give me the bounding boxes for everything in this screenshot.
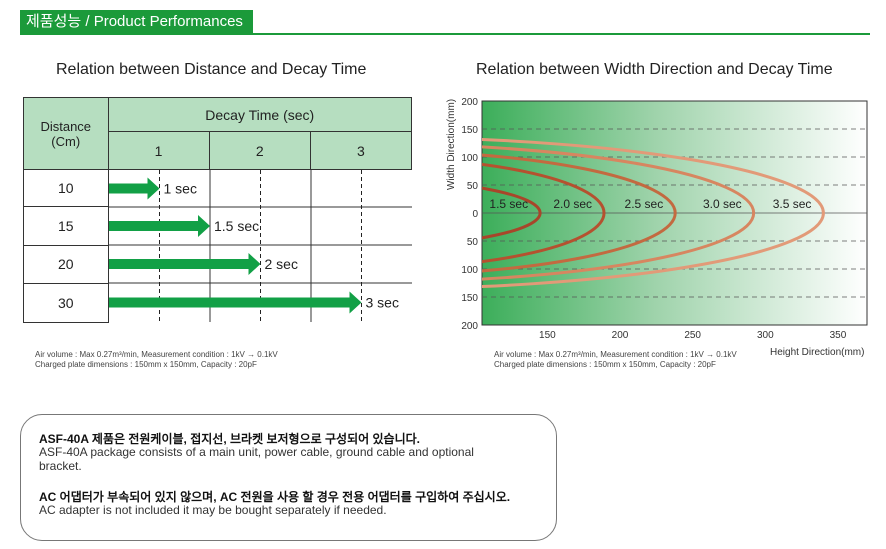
x-tick-label: 200 xyxy=(612,330,629,341)
col-header-2: 2 xyxy=(208,131,311,171)
y-axis-title: Width Direction(mm) xyxy=(446,98,457,190)
y-tick-label: 200 xyxy=(461,321,478,332)
decay-curve xyxy=(482,137,825,289)
decay-curve-label: 3.0 sec xyxy=(703,197,742,211)
row-distance-20: 20 xyxy=(23,244,109,284)
x-tick-label: 150 xyxy=(539,330,556,341)
info-line3-en: bracket. xyxy=(39,459,82,473)
decay-arrow xyxy=(108,215,210,238)
decay-curve-label: 2.5 sec xyxy=(625,197,664,211)
x-tick-label: 250 xyxy=(684,330,701,341)
decay-arrow xyxy=(108,291,361,314)
x-axis-title: Height Direction(mm) xyxy=(770,347,865,358)
decay-curve-label: 1.5 sec xyxy=(489,197,528,211)
right-note-line1: Air volume : Max 0.27m³/min, Measurement… xyxy=(494,350,737,359)
info-line5-en: AC adapter is not included it may be bou… xyxy=(39,503,387,517)
y-tick-label: 50 xyxy=(467,181,479,192)
decay-curve-label: 3.5 sec xyxy=(773,197,812,211)
decay-arrow-label: 1.5 sec xyxy=(214,218,259,234)
y-tick-label: 100 xyxy=(461,153,478,164)
info-line2-en: ASF-40A package consists of a main unit,… xyxy=(39,445,474,459)
decay-time-header: Decay Time (sec) xyxy=(107,96,412,133)
info-line4-ko: AC 어댑터가 부속되어 있지 않으며, AC 전원을 사용 할 경우 전용 어… xyxy=(39,490,511,504)
row-distance-10: 10 xyxy=(23,169,109,208)
y-tick-label: 50 xyxy=(467,237,479,248)
decay-arrow xyxy=(108,177,159,200)
left-note-line1: Air volume : Max 0.27m³/min, Measurement… xyxy=(35,350,278,359)
section-header-tab: 제품성능 / Product Performances xyxy=(20,10,253,34)
row-distance-15: 15 xyxy=(23,206,109,246)
right-chart-title: Relation between Width Direction and Dec… xyxy=(476,61,833,78)
decay-curve-label: 2.0 sec xyxy=(553,197,592,211)
row-distance-30: 30 xyxy=(23,282,109,324)
info-line1-ko: ASF-40A 제품은 전원케이블, 접지선, 브라켓 보저형으로 구성되어 있… xyxy=(39,432,420,446)
distance-header: Distance (Cm) xyxy=(23,96,109,171)
arrow-plot-area: 1 sec 1.5 sec 2 sec 3 sec xyxy=(108,170,412,323)
distance-header-line1: Distance xyxy=(40,118,92,134)
decay-arrow-label: 1 sec xyxy=(163,181,196,197)
decay-arrow-label: 3 sec xyxy=(365,295,398,311)
decay-curve xyxy=(482,145,756,281)
y-tick-label: 100 xyxy=(461,265,478,276)
decay-arrow xyxy=(108,253,260,276)
left-chart-title: Relation between Distance and Decay Time xyxy=(56,61,367,78)
col-header-1: 1 xyxy=(107,131,210,171)
decay-time-table: Distance (Cm) Decay Time (sec) 1 2 3 10 … xyxy=(23,96,413,324)
section-header-rule xyxy=(20,33,870,35)
y-tick-label: 150 xyxy=(461,125,478,136)
y-tick-label: 150 xyxy=(461,293,478,304)
left-note-line2: Charged plate dimensions : 150mm x 150mm… xyxy=(35,360,257,369)
y-tick-label: 200 xyxy=(461,97,478,108)
decay-curve xyxy=(482,153,677,273)
decay-arrow-label: 2 sec xyxy=(264,256,297,272)
package-info-box: ASF-40A 제품은 전원케이블, 접지선, 브라켓 보저형으로 구성되어 있… xyxy=(20,414,557,541)
decay-curve xyxy=(482,186,542,240)
right-note-line2: Charged plate dimensions : 150mm x 150mm… xyxy=(494,360,716,369)
decay-arrows-svg: 1 sec 1.5 sec 2 sec 3 sec xyxy=(108,170,412,323)
x-tick-label: 300 xyxy=(757,330,774,341)
decay-curve xyxy=(482,162,606,264)
y-tick-label: 0 xyxy=(472,209,478,220)
x-tick-label: 350 xyxy=(830,330,847,341)
distance-header-line2: (Cm) xyxy=(51,133,81,149)
col-header-3: 3 xyxy=(309,131,413,171)
